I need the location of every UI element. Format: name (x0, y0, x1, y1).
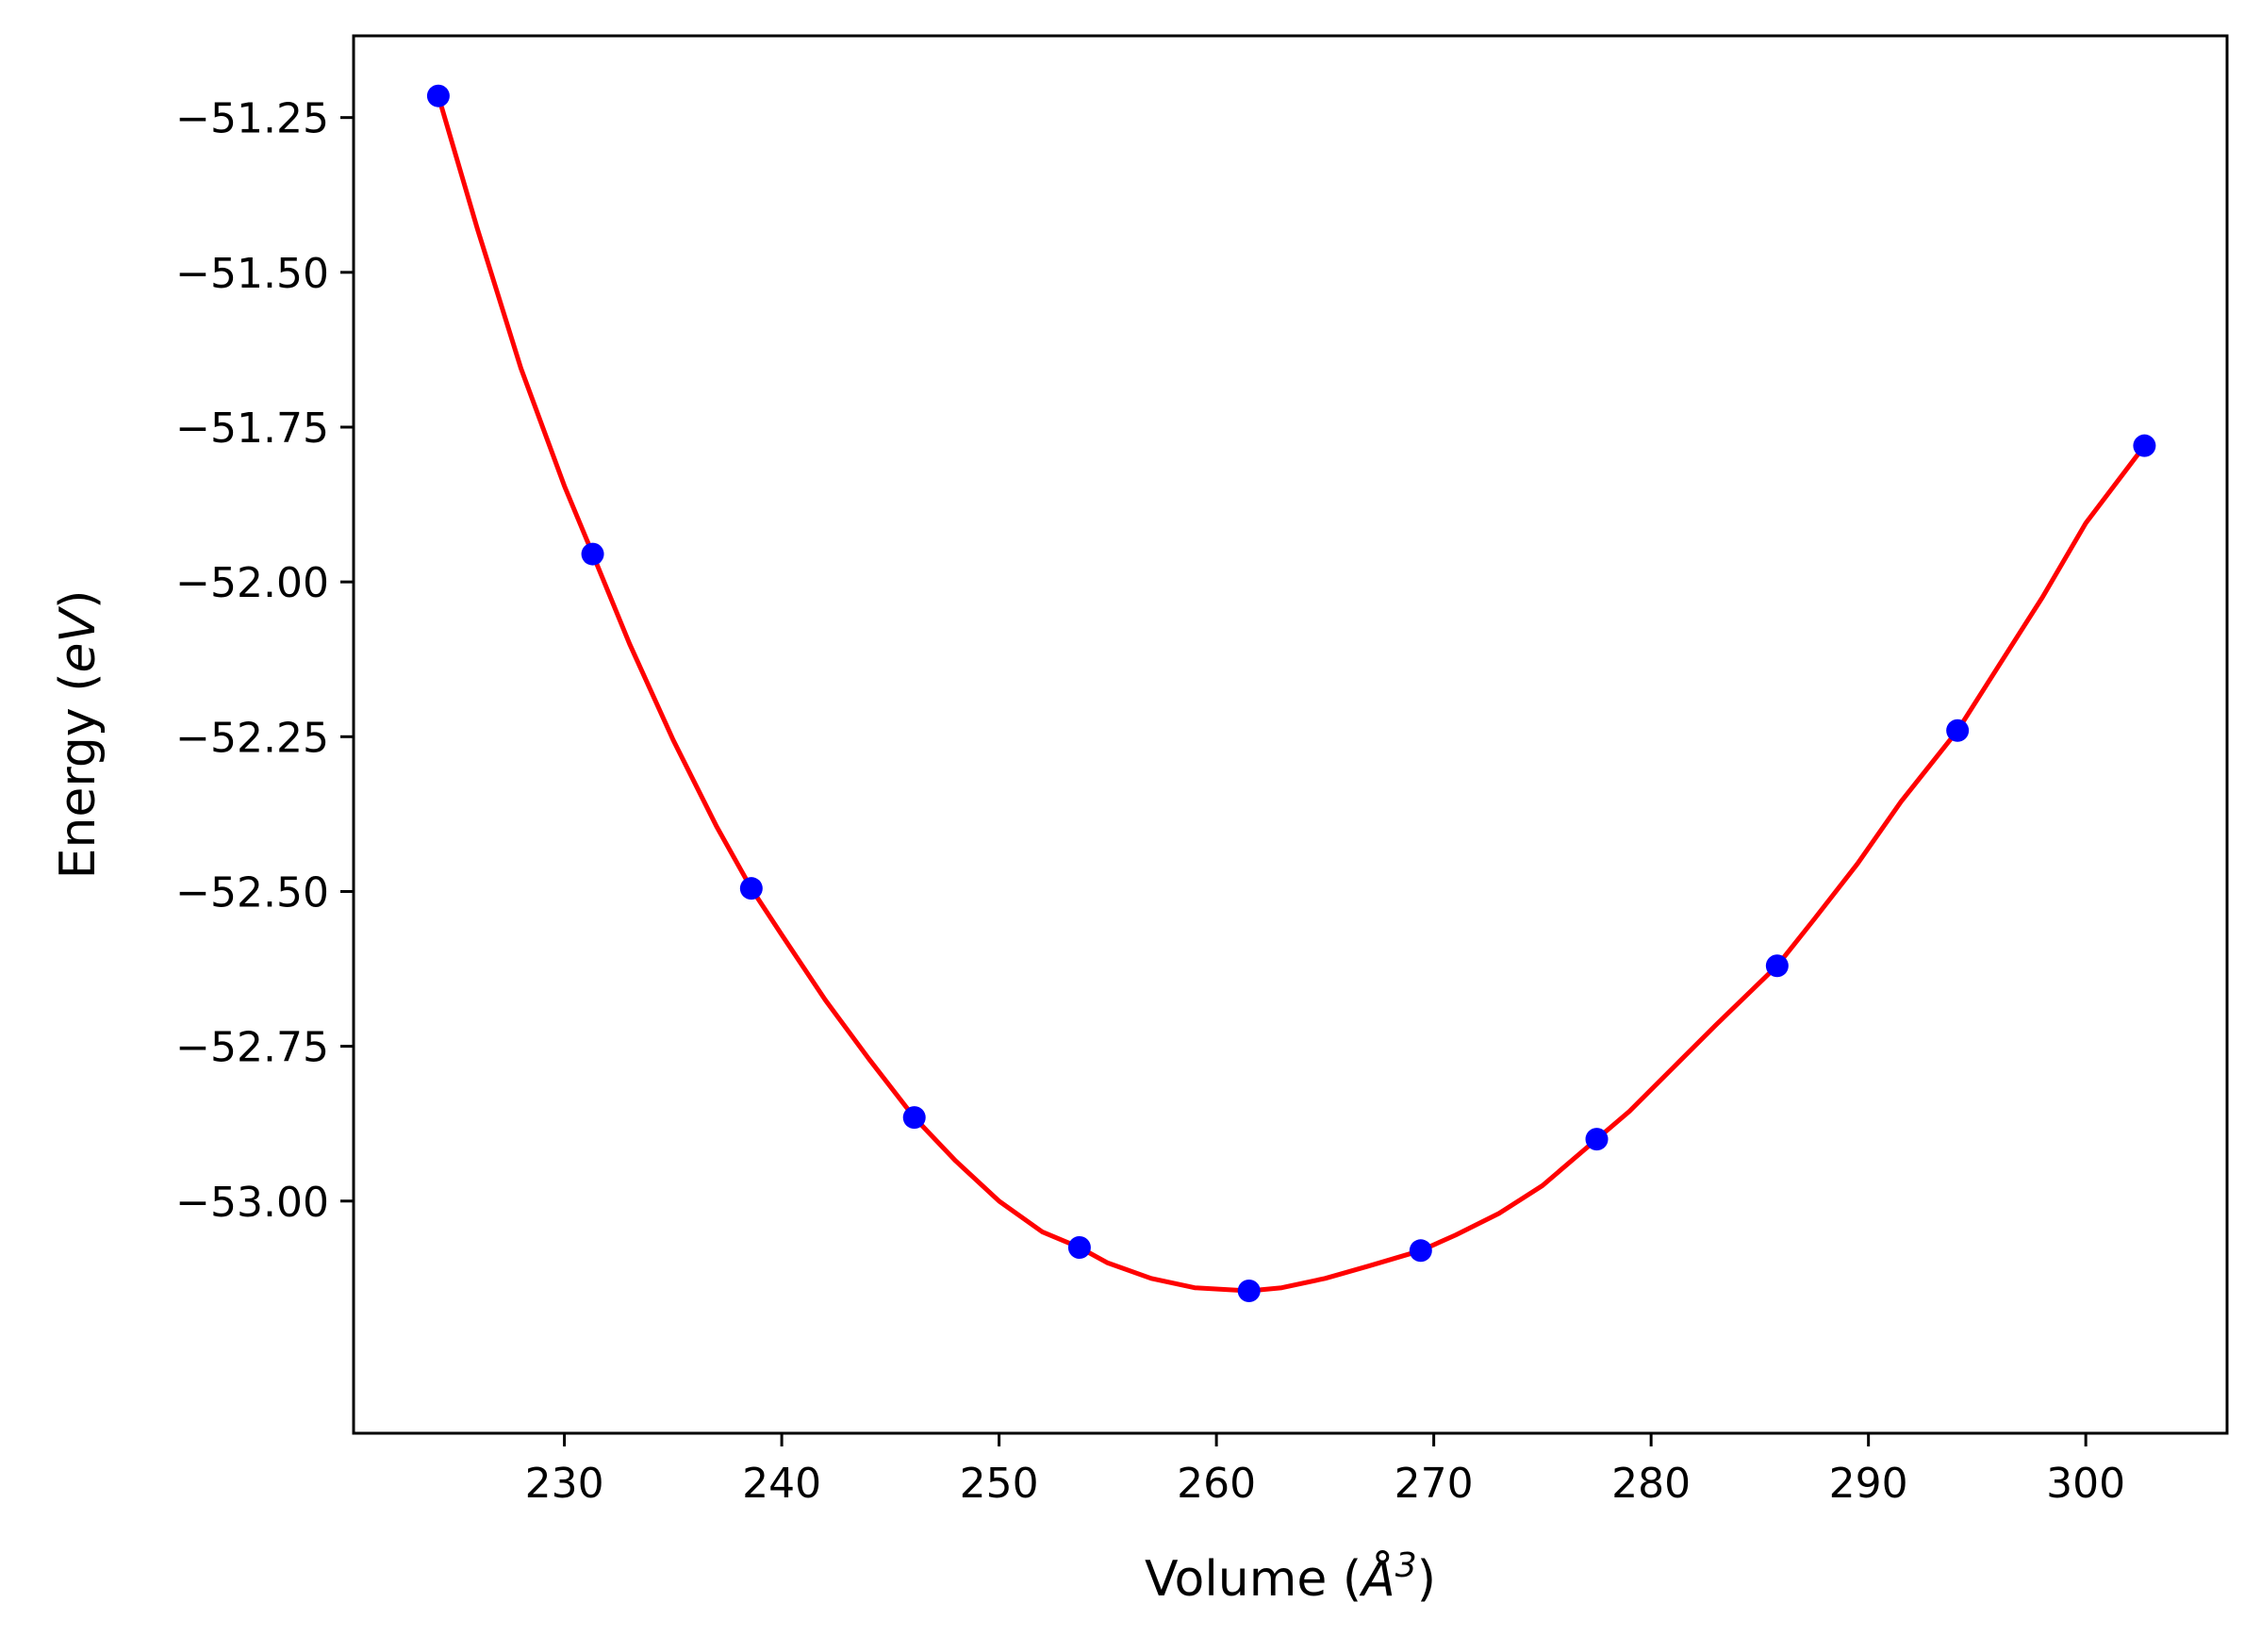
x-tick-label: 250 (960, 1460, 1039, 1508)
y-tick-label: −53.00 (175, 1179, 329, 1227)
x-axis-label-prefix: Volume ( (1145, 1551, 1362, 1608)
data-point (739, 877, 763, 900)
y-axis-ticks: −51.25 −51.50 −51.75 −52.00 −52.25 −52.50 −52.… (175, 95, 354, 1227)
x-tick-label: 260 (1177, 1460, 1256, 1508)
data-point (1585, 1128, 1609, 1151)
x-tick-label: 230 (525, 1460, 604, 1508)
x-axis-label: Volume (Å3) (1145, 1546, 1436, 1608)
x-axis-label-exponent: 3 (1395, 1546, 1417, 1585)
y-axis-label-prefix: Energy ( (50, 673, 107, 880)
data-point (581, 542, 604, 566)
x-tick-label: 300 (2046, 1460, 2125, 1508)
x-axis-label-unit: Å (1359, 1549, 1395, 1608)
data-point (902, 1106, 926, 1130)
y-tick-label: −51.50 (175, 250, 329, 298)
data-point (2133, 434, 2156, 457)
y-axis-label-suffix: ) (50, 590, 107, 609)
data-point (1409, 1239, 1432, 1263)
data-point (1237, 1279, 1261, 1302)
fit-curve-line (436, 94, 2147, 1294)
data-point (1067, 1236, 1091, 1260)
y-tick-label: −52.75 (175, 1024, 329, 1072)
x-tick-label: 270 (1395, 1460, 1474, 1508)
y-tick-label: −52.00 (175, 559, 329, 607)
x-tick-label: 240 (742, 1460, 821, 1508)
data-point (426, 84, 450, 107)
x-tick-label: 280 (1611, 1460, 1691, 1508)
data-point (1765, 954, 1789, 978)
x-axis-ticks: 230 240 250 260 270 280 290 300 (525, 1433, 2125, 1508)
plot-content (426, 84, 2156, 1302)
y-tick-label: −51.25 (175, 95, 329, 143)
x-axis-label-suffix: ) (1417, 1551, 1436, 1608)
x-tick-label: 290 (1829, 1460, 1908, 1508)
y-axis-label-unit: eV (50, 606, 107, 673)
y-tick-label: −52.25 (175, 714, 329, 762)
y-tick-label: −52.50 (175, 868, 329, 917)
y-tick-label: −51.75 (175, 405, 329, 453)
plot-frame (352, 34, 2229, 1435)
data-point (1946, 719, 1970, 742)
y-axis-label: Energy (eV) (50, 590, 107, 880)
